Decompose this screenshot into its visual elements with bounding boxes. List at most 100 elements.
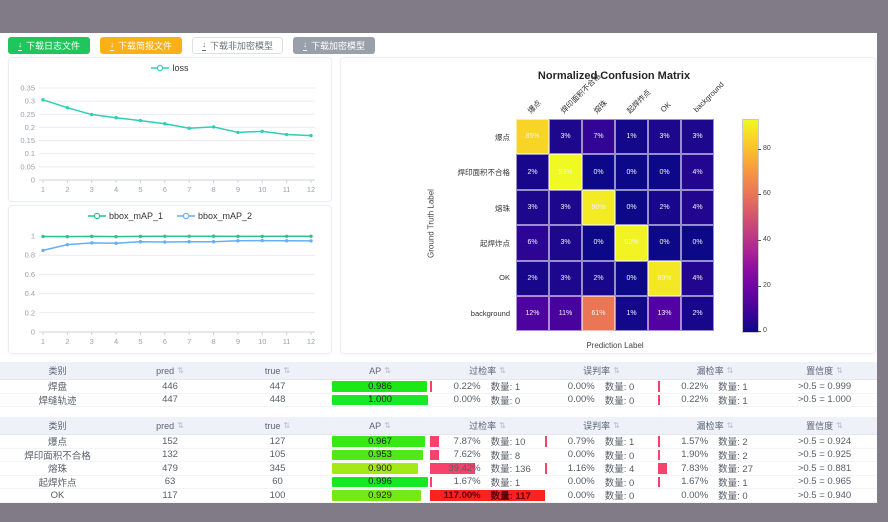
ap-bar	[332, 449, 424, 460]
ap-cell: 0.967	[330, 435, 430, 448]
heatmap-row-label: 熔珠	[495, 203, 510, 213]
ap-cell: 0.953	[330, 449, 430, 462]
sort-icon[interactable]: ⇅	[726, 421, 734, 430]
sort-icon[interactable]: ⇅	[283, 421, 291, 430]
svg-text:1: 1	[41, 185, 45, 194]
column-header-6: 漏检率 ⇅	[658, 362, 772, 379]
sort-icon[interactable]: ⇅	[836, 366, 843, 375]
ap-cell: 0.929	[330, 489, 430, 502]
rate-bar	[430, 436, 440, 447]
missdetect-cell: 7.83% 数量: 27	[658, 462, 772, 475]
legend-label: bbox_mAP_1	[108, 211, 163, 221]
sort-icon[interactable]: ⇅	[613, 366, 620, 375]
table-row[interactable]: OK 117 100 0.929 117.00% 数量: 117 0.00% 数量: 0 0.0…	[0, 489, 877, 503]
colorbar-tick	[758, 240, 761, 242]
table-row[interactable]: 焊盘 446 447 0.986 0.22% 数量: 1 0.00% 数量: 0 0.22% 数量…	[0, 380, 877, 394]
svg-text:1: 1	[31, 232, 35, 241]
ap-value: 1.000	[368, 394, 392, 406]
overdetect-cell: 0.00% 数量: 0	[430, 394, 545, 406]
sort-icon[interactable]: ⇅	[726, 366, 734, 375]
ap-bar	[332, 381, 427, 392]
ap-cell: 0.900	[330, 462, 430, 475]
column-header-7: 置信度 ⇅	[772, 362, 877, 379]
rate-count: 数量: 0	[604, 450, 635, 461]
sort-icon[interactable]: ⇅	[499, 421, 506, 430]
sort-icon[interactable]: ⇅	[177, 421, 184, 430]
missdetect-cell: 0.22% 数量: 1	[658, 380, 772, 393]
column-header-2: true ⇅	[225, 417, 330, 434]
heatmap-row-label: OK	[499, 273, 510, 283]
map-line-chart[interactable]: 00.20.40.60.811 2 3 4 5 6 7 8 9 10 11 12	[9, 228, 329, 350]
ap-bar-wrap	[332, 381, 428, 392]
sort-icon[interactable]: ⇅	[384, 366, 391, 375]
sort-icon[interactable]: ⇅	[177, 366, 184, 375]
rate-bar	[430, 476, 432, 487]
sort-icon[interactable]: ⇅	[836, 421, 843, 430]
confusion-matrix-card: Normalized Confusion Matrix 85% 3% 7% 1% 3% 3…	[340, 57, 876, 354]
sort-icon[interactable]: ⇅	[613, 421, 620, 430]
rate-bar	[658, 449, 661, 460]
rate-percent: 0.00%	[453, 394, 481, 406]
misjudge-cell: 0.79% 数量: 1	[545, 435, 658, 448]
heatmap-row-label: 起焊炸点	[480, 238, 510, 248]
rate-percent: 0.79%	[567, 435, 595, 447]
rate-count: 数量: 1	[718, 477, 748, 488]
confidence-cell: >0.5 = 0.965	[797, 476, 852, 488]
heatmap-cell: 0%	[582, 154, 615, 190]
table-row[interactable]: 熔珠 479 345 0.900 39.42% 数量: 136 1.16% 数量: 4 7.83…	[0, 462, 877, 476]
rate-percent: 117.00%	[443, 489, 481, 501]
svg-text:0.05: 0.05	[20, 162, 35, 171]
heatmap-cell: 93%	[549, 154, 582, 190]
heatmap-cell: 3%	[681, 119, 714, 155]
confidence-cell: >0.5 = 0.924	[797, 435, 852, 447]
ap-value: 0.900	[368, 462, 392, 474]
download-unencrypted-model-button[interactable]: ↓ 下载非加密模型	[192, 37, 284, 54]
ap-cell: 0.986	[330, 380, 430, 393]
table-row[interactable]: 焊印面积不合格 132 105 0.953 7.62% 数量: 8 0.00% 数量: 0 1.…	[0, 448, 877, 462]
sort-icon[interactable]: ⇅	[499, 366, 506, 375]
heatmap-cell: 2%	[648, 189, 681, 226]
sort-icon[interactable]: ⇅	[384, 421, 391, 430]
category-cell: 爆点	[47, 437, 67, 448]
download-log-button[interactable]: ↓ 下载日志文件	[8, 37, 91, 54]
svg-text:3: 3	[90, 185, 94, 194]
table-row[interactable]: 焊缝轨迹 447 448 1.000 0.00% 数量: 0 0.00% 数量: 0 0.22%…	[0, 393, 877, 407]
confidence-cell: >0.5 = 1.000	[797, 394, 852, 406]
download-encrypted-model-button[interactable]: ↓ 下载加密模型	[293, 37, 376, 54]
overdetect-cell: 39.42% 数量: 136	[430, 462, 545, 475]
column-header-label: pred	[156, 420, 175, 431]
svg-text:12: 12	[307, 337, 315, 346]
legend-item-bbox_mAP_1[interactable]: bbox_mAP_1	[87, 211, 163, 221]
table-row[interactable]: 爆点 152 127 0.967 7.87% 数量: 10 0.79% 数量: 1 1.57% 数…	[0, 435, 877, 449]
rate-percent: 0.00%	[567, 489, 595, 501]
sort-icon[interactable]: ⇅	[283, 366, 291, 375]
column-header-label: 过检率	[469, 421, 497, 431]
rate-count: 数量: 0	[490, 395, 521, 406]
true-cell: 105	[269, 449, 286, 461]
table-row[interactable]: 起焊炸点 63 60 0.996 1.67% 数量: 1 0.00% 数量: 0 1.67% 数量…	[0, 475, 877, 489]
svg-text:9: 9	[236, 337, 240, 346]
heatmap-cell: 3%	[648, 119, 681, 155]
class-metrics-table: 类别 pred ⇅ true ⇅ AP ⇅ 过检率 ⇅ 误判率 ⇅ 漏检率 ⇅ 置信度 ⇅ 爆点 152 127 0…	[0, 417, 877, 503]
legend-item-loss[interactable]: loss	[151, 63, 189, 73]
table-gap	[0, 407, 877, 417]
heatmap-cell: 0%	[615, 154, 648, 190]
true-cell: 447	[269, 380, 286, 392]
download-report-button[interactable]: ↓ 下载简报文件	[100, 37, 183, 54]
confidence-cell: >0.5 = 0.940	[797, 489, 852, 501]
colorbar-tick-label: 0	[763, 327, 767, 335]
colorbar-tick	[758, 194, 761, 196]
heatmap-cell: 90%	[582, 189, 615, 226]
loss-line-chart[interactable]: 00.050.10.150.20.250.30.351 2 3 4 5 6 7 8 9 10 11 1…	[9, 80, 329, 198]
misjudge-cell: 0.00% 数量: 0	[545, 380, 658, 393]
rate-bar	[545, 463, 547, 474]
overdetect-cell: 7.62% 数量: 8	[430, 449, 545, 461]
heatmap-cell: 4%	[681, 154, 714, 190]
missdetect-cell: 1.57% 数量: 2	[658, 435, 772, 448]
legend-marker-icon	[87, 212, 106, 220]
legend-item-bbox_mAP_2[interactable]: bbox_mAP_2	[177, 211, 252, 221]
true-cell: 448	[269, 394, 286, 406]
category-cell: 焊缝轨迹	[38, 395, 77, 406]
svg-text:8: 8	[211, 337, 215, 346]
column-header-6: 漏检率 ⇅	[658, 417, 772, 434]
